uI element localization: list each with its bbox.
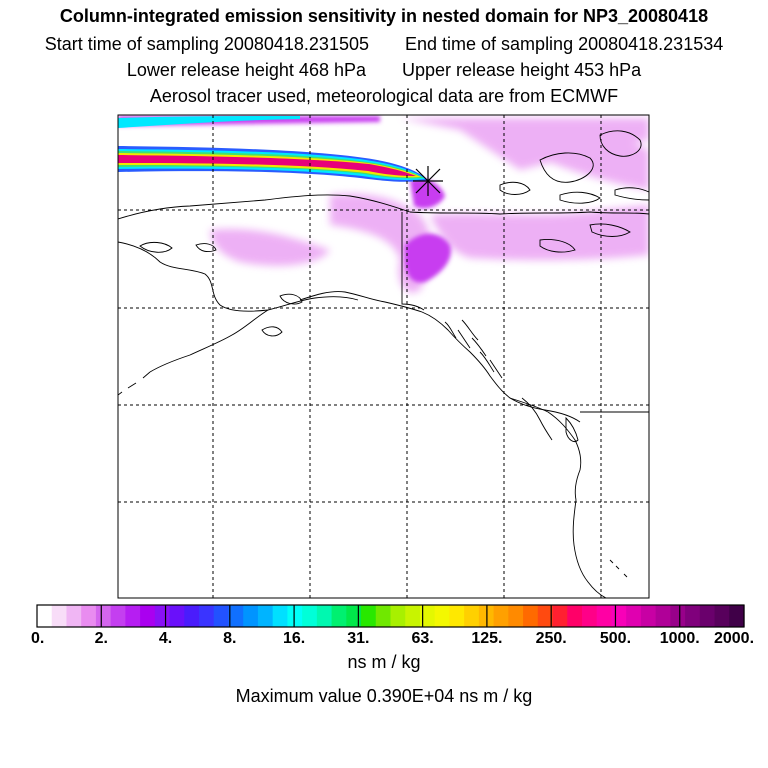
plume-band-north-edge (118, 116, 300, 128)
plume-layer (118, 116, 649, 293)
colorbar-cell (287, 605, 303, 627)
colorbar-units: ns m / kg (347, 652, 421, 672)
tracer-info-line: Aerosol tracer used, meteorological data… (149, 86, 619, 106)
colorbar-cell (272, 605, 288, 627)
colorbar-cell (464, 605, 480, 627)
colorbar-tick-label: 8. (223, 630, 236, 647)
colorbar-ticks (100, 605, 681, 627)
faint-sensitivity-north (118, 118, 649, 170)
colorbar-cell (184, 605, 200, 627)
colorbar-cell (346, 605, 362, 627)
colorbar-tick-label: 63. (412, 630, 434, 647)
colorbar-tick-label: 31. (347, 630, 369, 647)
colorbar-cell (581, 605, 598, 627)
colorbar-cell (449, 605, 465, 627)
star-icon (413, 166, 443, 196)
colorbar-cells (37, 605, 745, 627)
colorbar-cell (552, 605, 568, 627)
colorbar-tick-label: 2000. (714, 630, 754, 647)
colorbar-cell (375, 605, 392, 627)
max-value-label: Maximum value 0.390E+04 ns m / kg (235, 686, 533, 706)
colorbar-cell (316, 605, 333, 627)
colorbar-frame (36, 604, 745, 628)
colorbar-cell (714, 605, 730, 627)
colorbar-tick-label: 125. (471, 630, 502, 647)
faint-sensitivity-west (210, 229, 330, 266)
colorbar-cell (611, 605, 627, 627)
colorbar-tick-label: 0. (31, 630, 44, 647)
colorbar-cell (125, 605, 141, 627)
colorbar-cell (169, 605, 185, 627)
faint-sensitivity-northeast (520, 118, 649, 190)
colorbar-cell (493, 605, 509, 627)
colorbar-cell (699, 605, 716, 627)
colorbar-cell (154, 605, 171, 627)
colorbar-cell (729, 605, 745, 627)
colorbar-cell (626, 605, 642, 627)
colorbar-cell (640, 605, 657, 627)
colorbar-cell (670, 605, 686, 627)
colorbar-cell (302, 605, 318, 627)
faint-sensitivity-east (430, 205, 649, 261)
colorbar-cell (213, 605, 230, 627)
sensitivity-lobe-south (405, 233, 451, 283)
colorbar-cell (228, 605, 244, 627)
sampling-times-line: Start time of sampling 20080418.231505 En… (0, 34, 768, 55)
colorbar-cell (405, 605, 421, 627)
colorbar-cell (390, 605, 406, 627)
colorbar-cell (419, 605, 436, 627)
colorbar-cell (66, 605, 82, 627)
political-borders (401, 212, 649, 413)
lower-release-label: Lower release height 468 hPa (126, 60, 366, 80)
coastlines (118, 130, 649, 598)
colorbar-tick-label: 500. (600, 630, 631, 647)
colorbar-cell (51, 605, 68, 627)
colorbar-cell (685, 605, 701, 627)
colorbar-cell (37, 605, 53, 627)
colorbar-cell (508, 605, 524, 627)
colorbar-tick-label: 16. (283, 630, 305, 647)
colorbar-tick-label: 1000. (660, 630, 700, 647)
colorbar-cell (331, 605, 347, 627)
colorbar-tick-label: 4. (159, 630, 172, 647)
colorbar-tick-label: 250. (536, 630, 567, 647)
colorbar-tick-label: 2. (95, 630, 108, 647)
colorbar-tick-labels: 0. 2. 4. 8. 16. 31. 63. 125. 250. 500. 1000. 2000. (31, 630, 754, 647)
lat-lon-grid (118, 115, 649, 598)
colorbar-cell (596, 605, 613, 627)
colorbar-cell (523, 605, 539, 627)
chart-title: Column-integrated emission sensitivity i… (59, 6, 709, 26)
start-time-label: Start time of sampling 20080418.231505 (44, 34, 369, 54)
colorbar-cell (81, 605, 97, 627)
plume-band-core (118, 155, 416, 176)
colorbar-cell (199, 605, 215, 627)
colorbar-cell (140, 605, 156, 627)
map-background (118, 115, 649, 598)
end-time-label: End time of sampling 20080418.231534 (405, 34, 724, 54)
colorbar-cell (95, 605, 112, 627)
colorbar-cell (434, 605, 451, 627)
colorbar-cell (243, 605, 259, 627)
colorbar-cell (361, 605, 377, 627)
upper-release-label: Upper release height 453 hPa (402, 60, 642, 80)
colorbar-cell (257, 605, 274, 627)
colorbar-cell (537, 605, 554, 627)
colorbar-cell (655, 605, 671, 627)
release-heights-line: Lower release height 468 hPa Upper releas… (0, 60, 768, 81)
map-frame (117, 114, 650, 599)
colorbar-cell (567, 605, 583, 627)
colorbar-cell (110, 605, 126, 627)
